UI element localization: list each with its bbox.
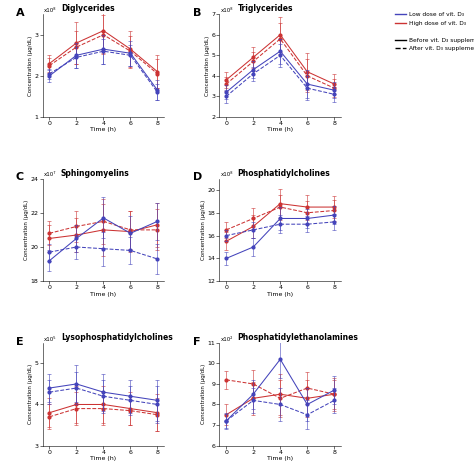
- Text: x10⁷: x10⁷: [44, 173, 56, 177]
- Text: A: A: [16, 8, 25, 18]
- Text: F: F: [193, 337, 200, 346]
- X-axis label: Time (h): Time (h): [267, 456, 293, 461]
- Y-axis label: Concentration (μg/dL): Concentration (μg/dL): [201, 200, 206, 260]
- Text: C: C: [16, 173, 24, 182]
- Text: Phosphatidylethanolamines: Phosphatidylethanolamines: [237, 333, 358, 342]
- Text: B: B: [193, 8, 201, 18]
- Legend: Low dose of vit. D₃, High dose of vit. D₃, , Before vit. D₃ supplementation, Aft: Low dose of vit. D₃, High dose of vit. D…: [395, 12, 474, 51]
- Text: x10⁵: x10⁵: [44, 337, 56, 342]
- Text: x10⁸: x10⁸: [44, 8, 56, 13]
- Text: Lysophosphatidylcholines: Lysophosphatidylcholines: [61, 333, 173, 342]
- Y-axis label: Concentration (μg/dL): Concentration (μg/dL): [28, 36, 33, 96]
- Text: x10⁸: x10⁸: [221, 173, 233, 177]
- Y-axis label: Concentration (μg/dL): Concentration (μg/dL): [205, 36, 210, 96]
- X-axis label: Time (h): Time (h): [91, 456, 117, 461]
- X-axis label: Time (h): Time (h): [91, 292, 117, 297]
- Text: Sphingomyelins: Sphingomyelins: [61, 169, 130, 178]
- Text: E: E: [16, 337, 24, 346]
- Text: x10²: x10²: [221, 337, 233, 342]
- Y-axis label: Concentration (μg/dL): Concentration (μg/dL): [24, 200, 29, 260]
- Y-axis label: Concentration (μg/dL): Concentration (μg/dL): [201, 364, 206, 424]
- Text: Phosphatidylcholines: Phosphatidylcholines: [237, 169, 330, 178]
- Text: x10⁸: x10⁸: [221, 8, 233, 13]
- Text: D: D: [193, 173, 202, 182]
- Text: Triglycerides: Triglycerides: [237, 4, 293, 13]
- Text: Diglycerides: Diglycerides: [61, 4, 115, 13]
- X-axis label: Time (h): Time (h): [267, 128, 293, 132]
- X-axis label: Time (h): Time (h): [91, 128, 117, 132]
- X-axis label: Time (h): Time (h): [267, 292, 293, 297]
- Y-axis label: Concentration (μg/dL): Concentration (μg/dL): [28, 364, 33, 424]
